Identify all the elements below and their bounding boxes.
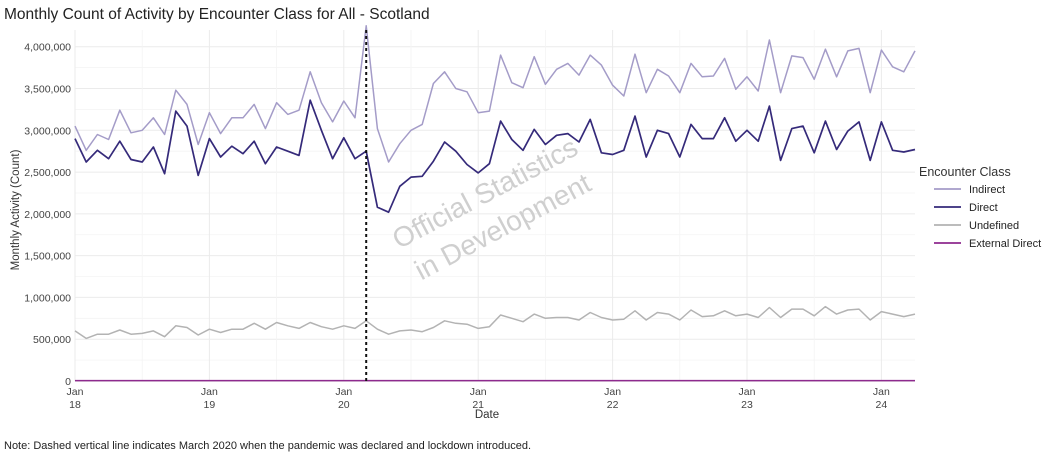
x-tick-label-month: Jan [201,386,218,398]
y-tick-label: 2,000,000 [24,209,71,221]
series-line-direct [74,99,916,214]
x-tick-label-month: Jan [873,386,890,398]
x-tick-label-year: 18 [69,399,81,411]
x-axis-title: Date [475,409,499,421]
x-tick-label-year: 22 [607,399,619,411]
footnote: Note: Dashed vertical line indicates Mar… [4,440,532,452]
legend-label-external-direct: External Direct [969,238,1041,250]
y-tick-label: 3,000,000 [24,125,71,137]
x-tick-label-month: Jan [739,386,756,398]
x-tick-label-month: Jan [67,386,84,398]
series-lines [74,25,916,382]
legend-label-undefined: Undefined [969,220,1019,232]
legend: Encounter Class Indirect Direct Undefined Ex… [919,165,1041,250]
y-tick-label: 3,500,000 [24,84,71,96]
x-tick-label-year: 23 [741,399,753,411]
x-tick-label-month: Jan [335,386,352,398]
y-tick-label: 500,000 [33,334,71,346]
series-line-indirect [74,25,916,163]
x-tick-label-year: 24 [876,399,888,411]
x-tick-label-month: Jan [604,386,621,398]
y-tick-label: 4,000,000 [24,42,71,54]
chart-title: Monthly Count of Activity by Encounter C… [4,6,430,23]
y-tick-label: 0 [65,376,71,388]
x-tick-label-year: 19 [204,399,216,411]
y-tick-label: 1,500,000 [24,251,71,263]
series-line-undefined [74,305,916,340]
y-tick-label: 1,000,000 [24,292,71,304]
x-tick-label-month: Jan [470,386,487,398]
legend-label-indirect: Indirect [969,184,1005,196]
legend-label-direct: Direct [969,202,998,214]
y-axis-ticks: 0 500,000 1,000,000 1,500,000 2,000,000 2,500… [24,42,71,388]
legend-title: Encounter Class [919,165,1011,179]
x-tick-label-year: 21 [472,399,484,411]
x-tick-label-year: 20 [338,399,350,411]
y-tick-label: 2,500,000 [24,167,71,179]
y-axis-title: Monthly Activity (Count) [10,149,22,270]
